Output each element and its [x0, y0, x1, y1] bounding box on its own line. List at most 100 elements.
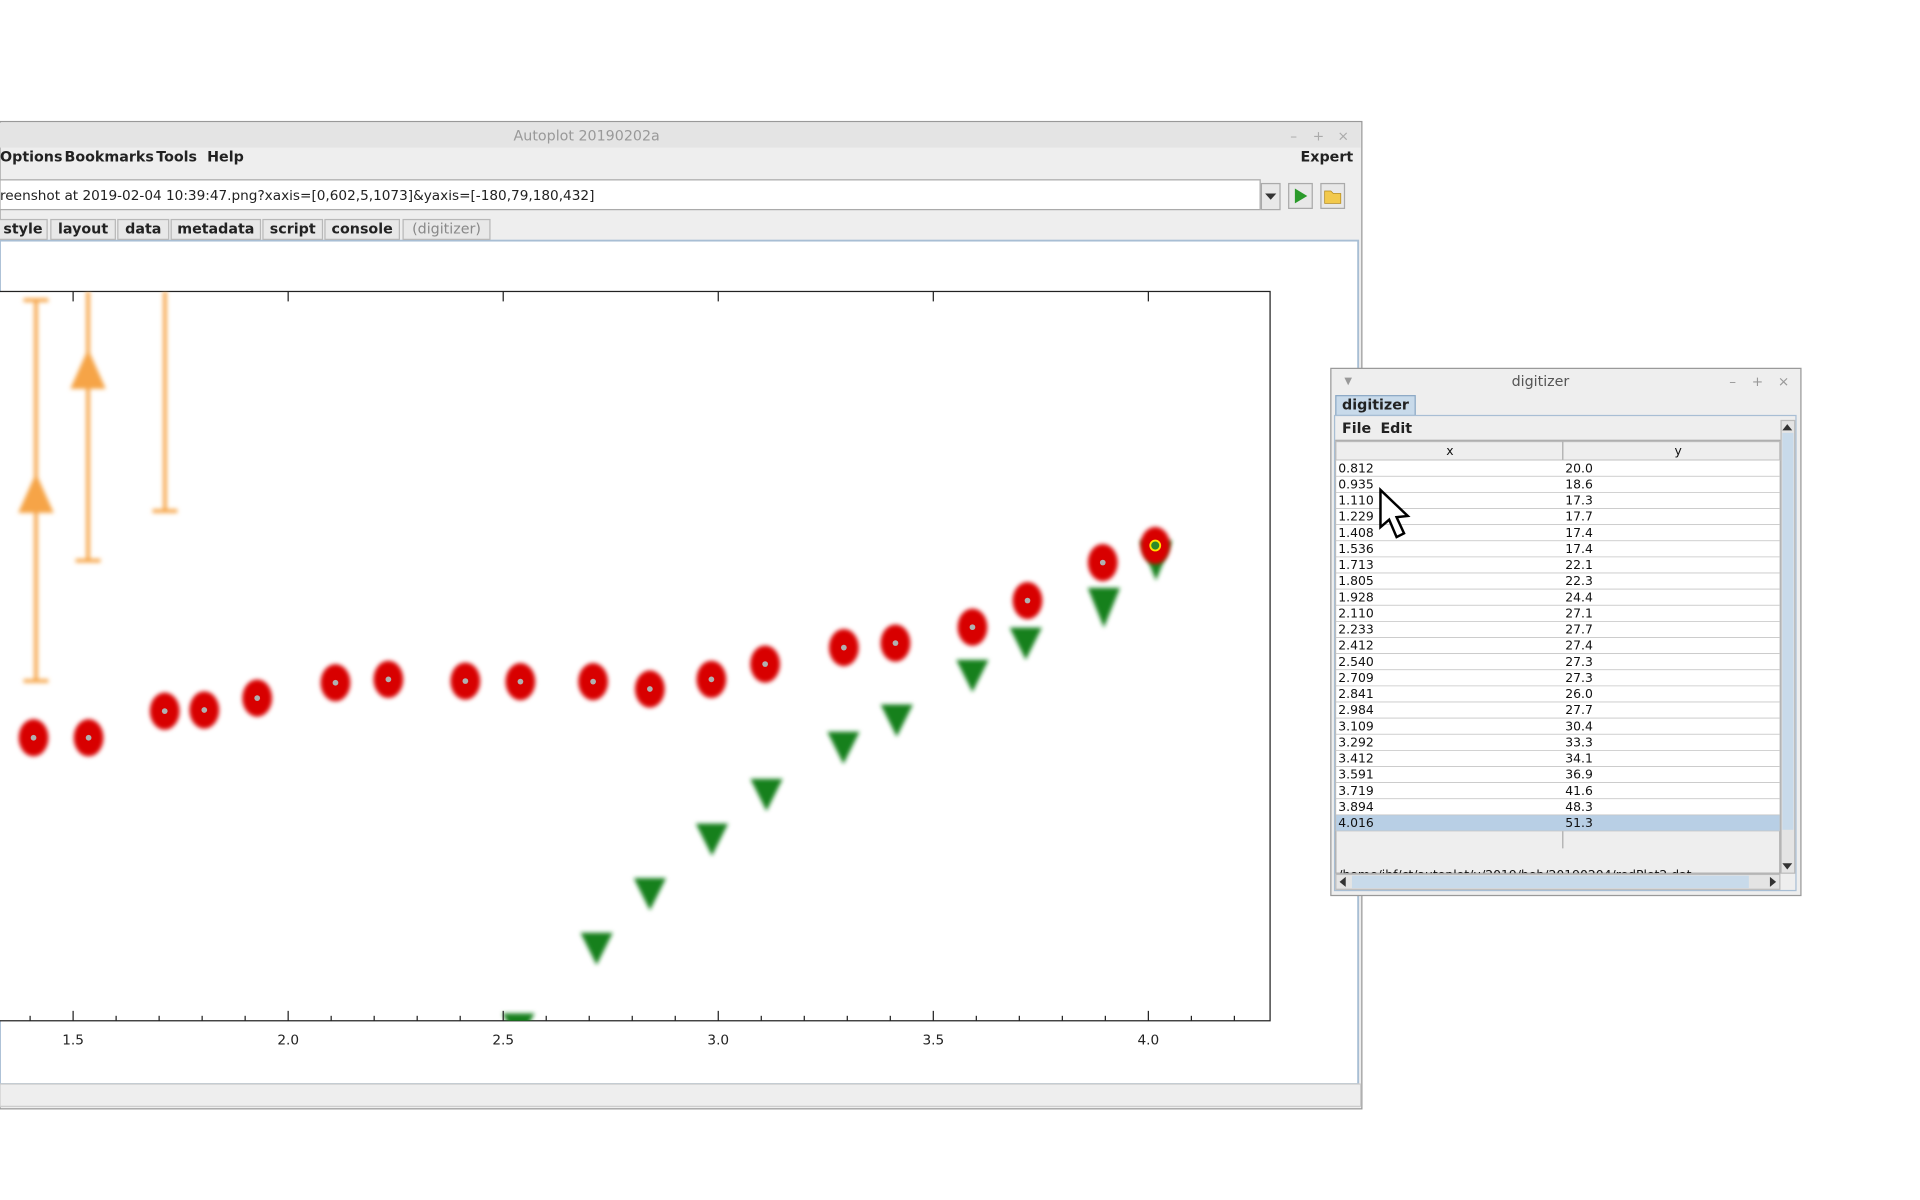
menu-item[interactable]: Edit [1380, 421, 1412, 437]
tab-label[interactable]: layout [58, 221, 108, 237]
x-tick-label: 3.5 [922, 1033, 944, 1049]
table-header [1335, 440, 1781, 461]
cell-y: 26.0 [1565, 686, 1593, 701]
table-row[interactable] [1335, 621, 1780, 638]
cell-y: 27.3 [1565, 654, 1593, 669]
cell-y: 27.7 [1565, 622, 1593, 637]
table-row[interactable] [1335, 540, 1780, 558]
tab-label[interactable]: style [3, 221, 42, 237]
column-header: x [1446, 443, 1453, 458]
window-title: digitizer [1512, 374, 1570, 390]
cell-x: 3.109 [1338, 718, 1374, 733]
point-center [161, 708, 168, 714]
tab-label[interactable]: (digitizer) [412, 221, 481, 237]
table-row[interactable] [1335, 798, 1780, 816]
url-text: reenshot at 2019-02-04 10:39:47.png?xaxi… [0, 188, 594, 204]
table-row[interactable] [1335, 733, 1780, 751]
go-icon [1294, 188, 1308, 204]
point-center [254, 695, 261, 701]
maximize[interactable]: + [1313, 128, 1324, 144]
minimize[interactable]: – [1290, 128, 1297, 144]
tab[interactable] [50, 218, 116, 240]
menu-item[interactable]: Tools [156, 150, 197, 166]
v-scroll-thumb[interactable] [1782, 432, 1794, 830]
cell-y: 20.0 [1565, 460, 1593, 475]
folder-icon [1324, 190, 1342, 204]
maximize[interactable]: + [1752, 374, 1763, 390]
tab[interactable] [402, 218, 491, 240]
cell-y: 17.3 [1565, 493, 1593, 508]
table-row[interactable] [1335, 475, 1780, 493]
tab[interactable] [262, 218, 324, 240]
cell-x: 2.841 [1338, 686, 1373, 701]
table-row[interactable] [1335, 459, 1780, 477]
column-header: y [1674, 443, 1681, 458]
digitizer-window: ▼ digitizer – + × digitizer File Edit x y 0… [1330, 367, 1802, 897]
point-center [840, 644, 847, 651]
cell-y: 24.4 [1565, 589, 1593, 604]
table-row[interactable] [1335, 637, 1780, 655]
menu-item[interactable]: Options [0, 150, 62, 166]
window-menu[interactable]: ▼ [1344, 376, 1352, 387]
minimize[interactable]: – [1729, 374, 1736, 390]
table-row[interactable] [1335, 814, 1780, 832]
menu-item[interactable]: Bookmarks [64, 150, 153, 166]
table-row[interactable] [1335, 604, 1780, 622]
menu-item[interactable]: File [1342, 421, 1371, 437]
table-row[interactable] [1335, 492, 1780, 509]
tab[interactable] [324, 218, 400, 240]
url-field[interactable] [0, 179, 1261, 211]
table-row[interactable] [1335, 669, 1780, 687]
tab-label[interactable]: metadata [177, 221, 254, 237]
x-tick-label: 2.0 [277, 1033, 299, 1049]
menu-item[interactable]: Expert [1301, 150, 1354, 166]
table-row[interactable] [1335, 653, 1780, 671]
table-row[interactable] [1335, 572, 1780, 590]
plot-content [18, 291, 1173, 1021]
cell-x: 0.935 [1338, 476, 1373, 491]
status-bar [0, 1083, 1362, 1107]
plot-frame [0, 290, 1271, 1022]
h-scroll-thumb[interactable] [1351, 875, 1749, 889]
tab[interactable] [117, 218, 170, 240]
cell-x: 2.110 [1338, 605, 1374, 620]
table-row[interactable] [1335, 588, 1780, 606]
menu-item[interactable]: Help [207, 150, 244, 166]
dropdown-arrow [1265, 193, 1277, 200]
cell-y: 18.6 [1565, 476, 1593, 491]
cell-y: 34.1 [1565, 751, 1593, 766]
table-row[interactable] [1335, 701, 1780, 719]
tab-label: digitizer [1342, 398, 1409, 414]
point-center [462, 678, 469, 684]
tab[interactable] [170, 218, 262, 240]
table-row[interactable] [1335, 766, 1780, 784]
close[interactable]: × [1338, 128, 1349, 144]
orange-series [18, 291, 178, 683]
cell-y: 27.7 [1565, 702, 1593, 717]
x-tick-label: 4.0 [1138, 1033, 1160, 1049]
selected-point [1149, 539, 1162, 552]
cell-x: 3.292 [1338, 734, 1373, 749]
table-row[interactable] [1335, 782, 1780, 800]
tab-label[interactable]: console [332, 221, 393, 237]
point-center [517, 678, 524, 685]
cell-x: 1.110 [1338, 493, 1374, 508]
title-bar [0, 122, 1361, 148]
point-center [969, 624, 976, 631]
table-row[interactable] [1335, 717, 1780, 735]
close[interactable]: × [1778, 374, 1789, 390]
table-row[interactable] [1335, 750, 1780, 767]
tab-label[interactable]: data [125, 221, 161, 237]
x-tick-label: 1.5 [62, 1033, 84, 1049]
file-path: /home/jbf/ct/autoplot/u/2019/bob/2019020… [1338, 867, 1691, 882]
table-row[interactable] [1335, 556, 1780, 574]
cell-y: 27.4 [1565, 638, 1593, 653]
cell-x: 3.412 [1338, 751, 1373, 766]
tab[interactable] [0, 218, 48, 240]
table-row[interactable] [1335, 685, 1780, 703]
cell-x: 1.229 [1338, 509, 1374, 524]
point-center [892, 640, 899, 646]
tab-label[interactable]: script [270, 221, 316, 237]
